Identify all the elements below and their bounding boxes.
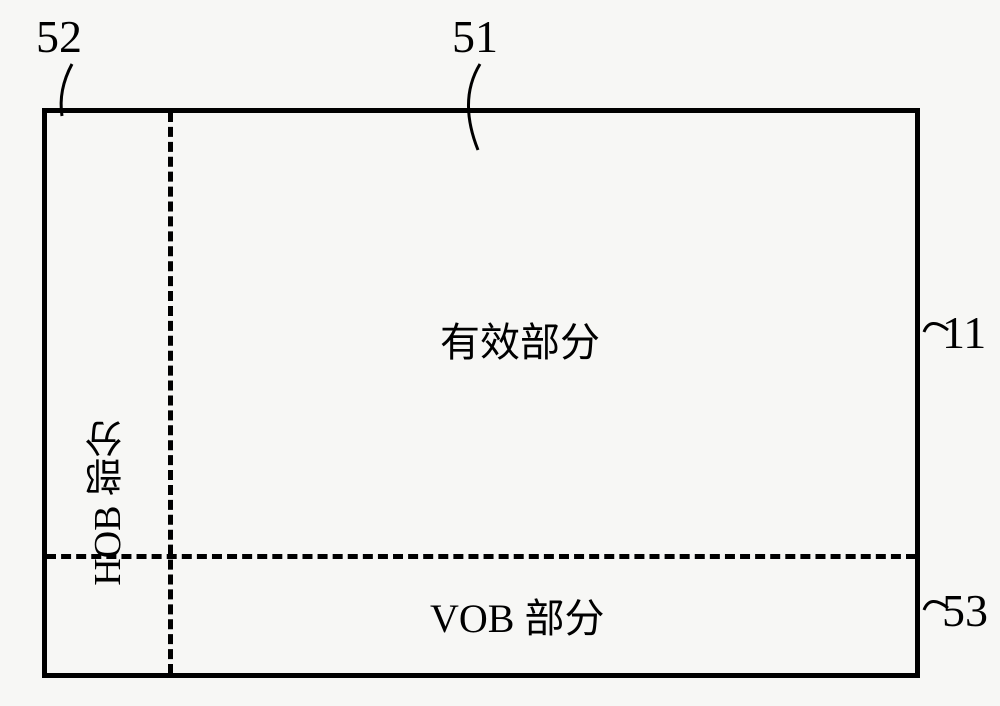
diagram-canvas: 有效部分 HOB 部分 VOB 部分 52 51 11 53 bbox=[0, 0, 1000, 706]
leader-53 bbox=[0, 0, 1000, 706]
